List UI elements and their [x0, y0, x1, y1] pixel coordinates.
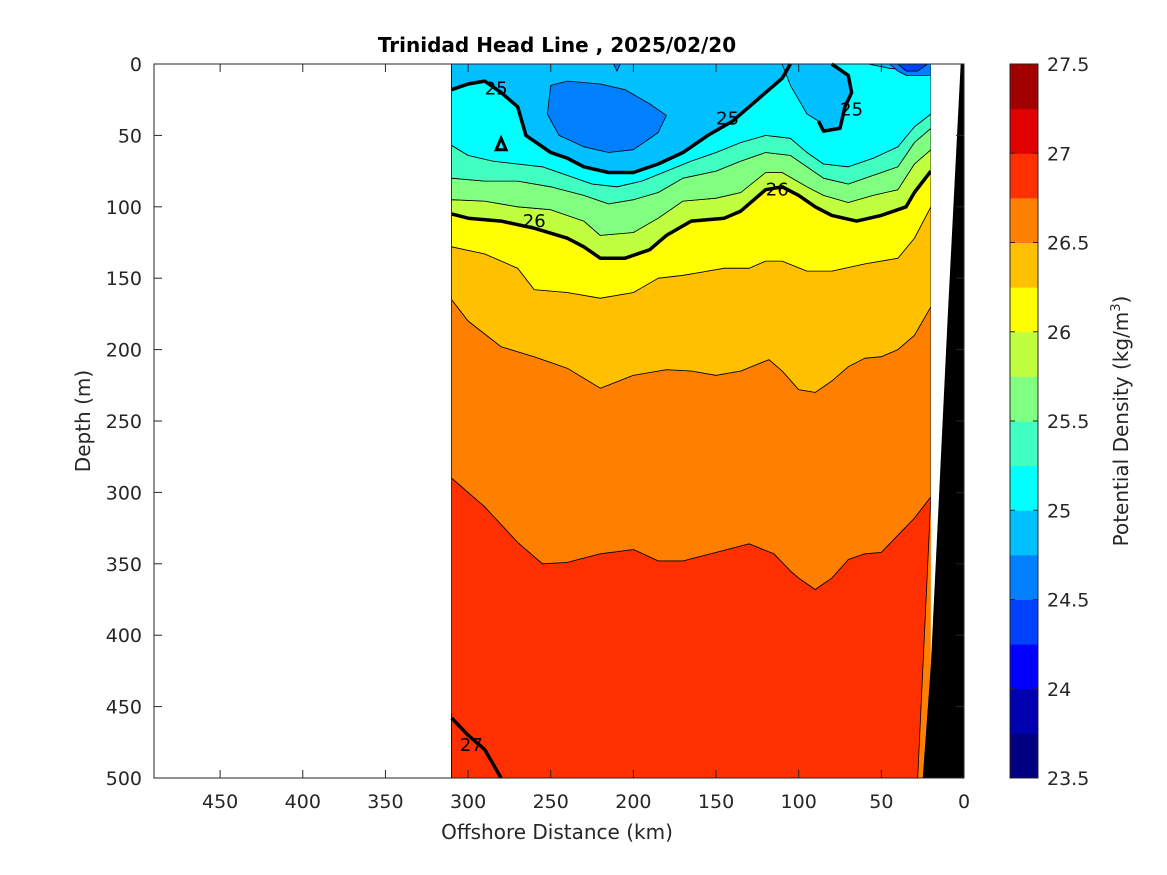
- chart-title: Trinidad Head Line , 2025/02/20: [378, 33, 736, 57]
- colorbar-tick-label: 25: [1047, 500, 1071, 522]
- colorbar-label: Potential Density (kg/m3): [1109, 296, 1133, 547]
- colorbar-label-superscript: 3: [1109, 303, 1124, 311]
- y-axis: 0 50 100 150 200 250 300 350 400 450 500: [106, 54, 964, 790]
- colorbar-segment: [1010, 376, 1038, 422]
- colorbar-tick-label: 27: [1047, 143, 1071, 165]
- colorbar-segment: [1010, 421, 1038, 467]
- colorbar-segment: [1010, 287, 1038, 333]
- colorbar-tick-label: 27.5: [1047, 54, 1089, 76]
- y-axis-label: Depth (m): [71, 370, 95, 472]
- colorbar-segment: [1010, 108, 1038, 154]
- contour-label: 25: [485, 78, 508, 99]
- colorbar-segment: [1010, 331, 1038, 377]
- gap-fill: [922, 64, 964, 778]
- isopycnal-line: [451, 170, 933, 260]
- plot-area: 25 25 25 26 26 27: [153, 62, 965, 779]
- contour-label-group: 26: [523, 211, 546, 232]
- colorbar-label-text: Potential Density (kg/m: [1109, 312, 1133, 547]
- x-tick-label: 450: [202, 791, 238, 813]
- colorbar-segment: [1010, 64, 1038, 110]
- contour-label: 25: [716, 108, 739, 129]
- colorbar: 27.5 27 26.5 26 25.5 25 24.5 24 23.5: [1009, 54, 1089, 790]
- colorbar-tick-label: 24.5: [1047, 590, 1089, 612]
- contour-label: 25: [840, 100, 863, 121]
- contour-label: 26: [523, 211, 546, 232]
- colorbar-segment: [1010, 510, 1038, 556]
- y-tick-label: 450: [106, 697, 142, 719]
- x-axis: 450 400 350 300 250 200 150 100 50 0: [202, 64, 970, 813]
- x-tick-label: 50: [869, 791, 893, 813]
- isopycnal-line: [451, 63, 792, 175]
- x-tick-label: 0: [958, 791, 970, 813]
- contour-label: 27: [460, 735, 483, 756]
- colorbar-segment: [1010, 688, 1038, 734]
- y-tick-label: 250: [106, 411, 142, 433]
- y-tick-label: 350: [106, 554, 142, 576]
- colorbar-tick-label: 25.5: [1047, 411, 1089, 433]
- isopycnal-line: [816, 62, 854, 133]
- x-axis-label: Offshore Distance (km): [441, 820, 673, 844]
- bathymetry: [922, 64, 964, 778]
- colorbar-tick-label: 26.5: [1047, 233, 1089, 255]
- x-tick-label: 200: [615, 791, 651, 813]
- isopycnal-line: [450, 716, 503, 779]
- y-tick-label: 400: [106, 625, 142, 647]
- colorbar-segment: [1010, 733, 1038, 779]
- colorbar-tick-label: 24: [1047, 679, 1071, 701]
- contour-label-group: 25: [716, 108, 739, 129]
- colorbar-segment: [1010, 465, 1038, 511]
- y-tick-label: 100: [106, 197, 142, 219]
- x-tick-label: 150: [698, 791, 734, 813]
- x-tick-label: 400: [285, 791, 321, 813]
- contour-label-group: 25: [840, 100, 863, 121]
- colorbar-segment: [1010, 153, 1038, 199]
- colorbar-segment: [1010, 197, 1038, 243]
- y-tick-label: 500: [106, 768, 142, 790]
- contour-label-group: 27: [460, 735, 483, 756]
- contour-label-group: 25: [485, 78, 508, 99]
- x-tick-label: 350: [367, 791, 403, 813]
- y-tick-label: 300: [106, 482, 142, 504]
- contour-label-group: 26: [766, 180, 789, 201]
- y-tick-label: 200: [106, 340, 142, 362]
- x-tick-label: 250: [533, 791, 569, 813]
- density-band: [547, 80, 667, 153]
- y-tick-label: 0: [130, 54, 142, 76]
- colorbar-segment: [1010, 644, 1038, 690]
- x-tick-label: 300: [450, 791, 486, 813]
- colorbar-segment: [1010, 554, 1038, 600]
- y-tick-label: 50: [118, 125, 142, 147]
- x-tick-label: 100: [781, 791, 817, 813]
- colorbar-label-tail: ): [1109, 296, 1133, 304]
- colorbar-tick-label: 23.5: [1047, 768, 1089, 790]
- colorbar-segment: [1010, 599, 1038, 645]
- colorbar-tick-label: 26: [1047, 322, 1071, 344]
- isopycnal-marker: [493, 134, 509, 152]
- colorbar-segment: [1010, 242, 1038, 288]
- contour-label: 26: [766, 180, 789, 201]
- y-tick-label: 150: [106, 268, 142, 290]
